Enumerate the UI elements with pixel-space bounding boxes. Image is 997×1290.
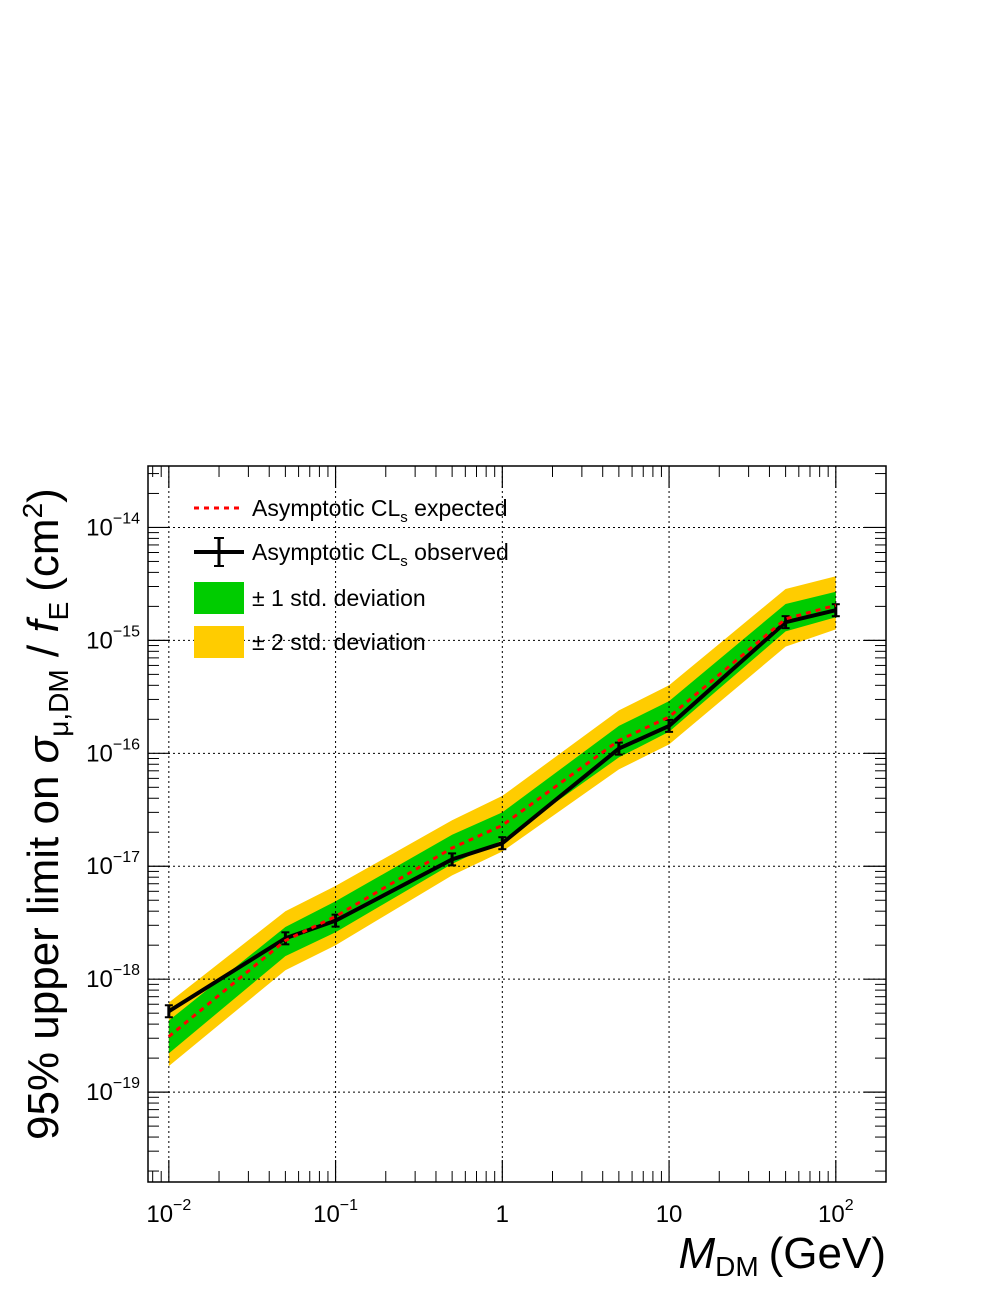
y-label-unit-sup: 2	[17, 503, 48, 519]
y-label-sigma: σ	[19, 735, 68, 763]
y-tick-label: 10−17	[86, 849, 140, 880]
y-label-sigma-sub: μ,DM	[43, 669, 74, 736]
x-tick-label: 10−2	[146, 1197, 191, 1228]
legend-label: Asymptotic CLs observed	[252, 539, 509, 570]
axis-ticks	[148, 466, 887, 1182]
y-tick-label: 10−19	[86, 1075, 140, 1106]
legend-label: ± 2 std. deviation	[252, 629, 426, 655]
legend-band-2sigma-swatch	[194, 626, 244, 658]
limit-curves	[164, 603, 840, 1038]
legend: Asymptotic CLs expected Asymptotic CLs ob…	[194, 495, 509, 658]
x-label-symbol: M	[678, 1229, 715, 1278]
x-tick-label: 10−1	[313, 1197, 358, 1228]
x-label-unit: (GeV)	[769, 1229, 886, 1278]
y-tick-label: 10−14	[86, 510, 140, 541]
legend-label: Asymptotic CLs expected	[252, 495, 508, 526]
legend-label: ± 1 std. deviation	[252, 585, 426, 611]
plot-frame	[147, 465, 887, 1183]
y-label-f-sub: E	[43, 602, 74, 621]
x-tick-label: 1	[496, 1201, 509, 1228]
x-label-subscript: DM	[715, 1251, 759, 1282]
grid-lines	[148, 466, 886, 1182]
y-tick-label: 10−15	[86, 623, 140, 654]
tick-labels: 10−2 10−1 1 10 102 10−19 10−18 10−17 10−16 10−15 1…	[86, 510, 854, 1228]
y-label-slash: /	[19, 633, 68, 670]
y-tick-label: 10−16	[86, 736, 140, 767]
y-axis-label: 95% upper limit on σμ,DM / fE(cm2)	[17, 488, 74, 1140]
y-tick-label: 10−18	[86, 962, 140, 993]
legend-band-1sigma-swatch	[194, 582, 244, 614]
y-label-prefix: 95% upper limit on	[19, 763, 68, 1140]
x-tick-label: 10	[656, 1201, 683, 1228]
x-tick-label: 102	[818, 1197, 854, 1228]
axes-frame	[147, 465, 887, 1183]
x-axis-label: MDM (GeV)	[678, 1229, 886, 1282]
y-label-unit-close: )	[19, 488, 68, 503]
y-label-unit: (cm	[19, 518, 68, 591]
